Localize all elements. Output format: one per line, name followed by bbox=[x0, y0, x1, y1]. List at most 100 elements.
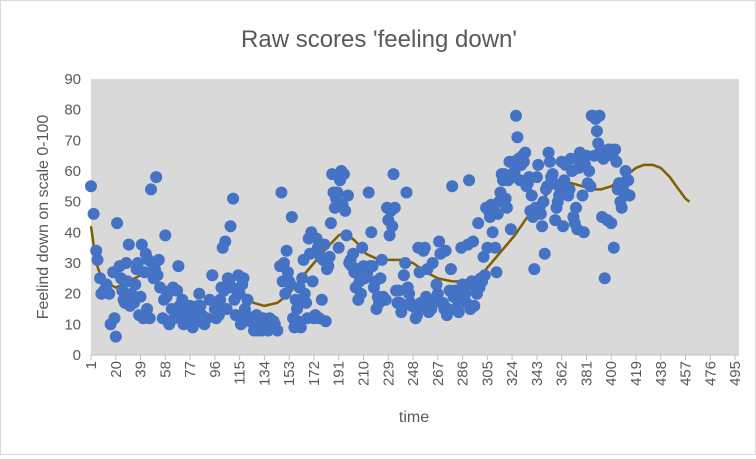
data-point bbox=[289, 293, 302, 306]
data-point bbox=[281, 266, 294, 279]
data-point bbox=[340, 229, 353, 242]
x-tick-label: 457 bbox=[678, 361, 695, 386]
data-point bbox=[504, 223, 517, 236]
data-point bbox=[472, 217, 485, 230]
y-tick-label: 70 bbox=[64, 132, 81, 149]
data-point bbox=[315, 293, 328, 306]
data-point bbox=[366, 260, 379, 273]
data-point bbox=[491, 207, 504, 220]
x-tick-label: 324 bbox=[504, 361, 521, 386]
data-point bbox=[431, 287, 444, 300]
y-tick-label: 30 bbox=[64, 255, 81, 272]
data-point bbox=[298, 287, 311, 300]
data-point bbox=[354, 287, 367, 300]
data-point bbox=[444, 263, 457, 276]
data-point bbox=[108, 312, 121, 325]
data-point bbox=[528, 263, 541, 276]
data-point bbox=[131, 257, 144, 269]
data-point bbox=[386, 220, 399, 233]
data-point bbox=[134, 290, 147, 303]
data-point bbox=[365, 226, 378, 239]
y-tick-label: 0 bbox=[73, 347, 81, 364]
x-tick-label: 229 bbox=[380, 361, 397, 386]
data-point bbox=[542, 146, 555, 159]
data-point bbox=[403, 287, 416, 300]
data-point bbox=[418, 241, 431, 254]
data-point bbox=[519, 146, 532, 159]
data-point bbox=[125, 287, 138, 300]
x-tick-label: 343 bbox=[529, 361, 546, 386]
data-point bbox=[583, 165, 596, 177]
data-point bbox=[590, 125, 603, 138]
x-tick-label: 305 bbox=[479, 361, 496, 386]
data-point bbox=[563, 183, 576, 196]
data-point bbox=[319, 315, 332, 328]
data-point bbox=[150, 171, 163, 184]
data-point bbox=[534, 207, 547, 220]
x-tick-label: 153 bbox=[281, 361, 298, 386]
data-point bbox=[145, 183, 157, 196]
data-point bbox=[537, 195, 550, 208]
x-tick-label: 134 bbox=[256, 361, 273, 386]
data-point bbox=[499, 192, 512, 205]
x-axis-title: time bbox=[399, 409, 429, 426]
data-point bbox=[576, 189, 589, 202]
data-point bbox=[87, 207, 100, 220]
data-point bbox=[609, 143, 622, 156]
data-point bbox=[538, 247, 551, 260]
data-point bbox=[558, 174, 571, 187]
data-point bbox=[291, 303, 303, 315]
x-tick-label: 115 bbox=[232, 361, 249, 385]
data-point bbox=[477, 250, 490, 263]
data-point bbox=[152, 253, 165, 266]
data-point bbox=[622, 174, 635, 187]
data-point bbox=[323, 250, 336, 263]
data-point bbox=[159, 229, 172, 242]
data-point bbox=[193, 287, 206, 300]
data-point bbox=[468, 299, 481, 312]
data-point bbox=[275, 186, 288, 199]
data-point bbox=[490, 266, 503, 279]
data-point bbox=[224, 220, 237, 233]
data-point bbox=[392, 284, 405, 297]
y-tick-label: 90 bbox=[64, 71, 81, 88]
data-point bbox=[577, 226, 590, 239]
x-tick-label: 1 bbox=[83, 361, 100, 369]
x-tick-label: 438 bbox=[653, 361, 670, 386]
data-point bbox=[172, 260, 185, 273]
y-axis-ticks: 0 10 20 30 40 50 60 70 80 90 bbox=[64, 71, 81, 364]
y-tick-label: 80 bbox=[64, 102, 81, 119]
data-point bbox=[280, 244, 293, 257]
data-point bbox=[525, 189, 538, 202]
data-point bbox=[459, 287, 472, 300]
x-tick-label: 476 bbox=[702, 361, 719, 386]
y-tick-label: 10 bbox=[64, 316, 81, 333]
data-point bbox=[203, 293, 216, 306]
data-point bbox=[546, 168, 559, 181]
data-point bbox=[467, 235, 479, 248]
data-point bbox=[452, 306, 465, 319]
data-point bbox=[347, 247, 360, 260]
data-point bbox=[135, 238, 148, 251]
data-point bbox=[397, 269, 410, 282]
data-point bbox=[339, 204, 352, 217]
chart-title: Raw scores 'feeling down' bbox=[241, 26, 517, 53]
data-point bbox=[138, 266, 151, 279]
data-point bbox=[201, 312, 213, 325]
data-point bbox=[278, 257, 290, 269]
data-point bbox=[486, 226, 499, 239]
x-tick-label: 210 bbox=[356, 361, 373, 386]
data-point bbox=[607, 241, 620, 254]
x-tick-label: 96 bbox=[207, 361, 224, 378]
data-point bbox=[109, 330, 122, 343]
data-point bbox=[374, 272, 387, 285]
data-point bbox=[194, 299, 207, 312]
data-point bbox=[387, 168, 400, 181]
data-point bbox=[220, 303, 233, 315]
data-point bbox=[426, 257, 439, 269]
data-point bbox=[129, 278, 142, 291]
data-point bbox=[151, 269, 164, 282]
data-point bbox=[375, 253, 388, 266]
data-point bbox=[511, 131, 524, 144]
x-tick-label: 495 bbox=[727, 361, 744, 386]
